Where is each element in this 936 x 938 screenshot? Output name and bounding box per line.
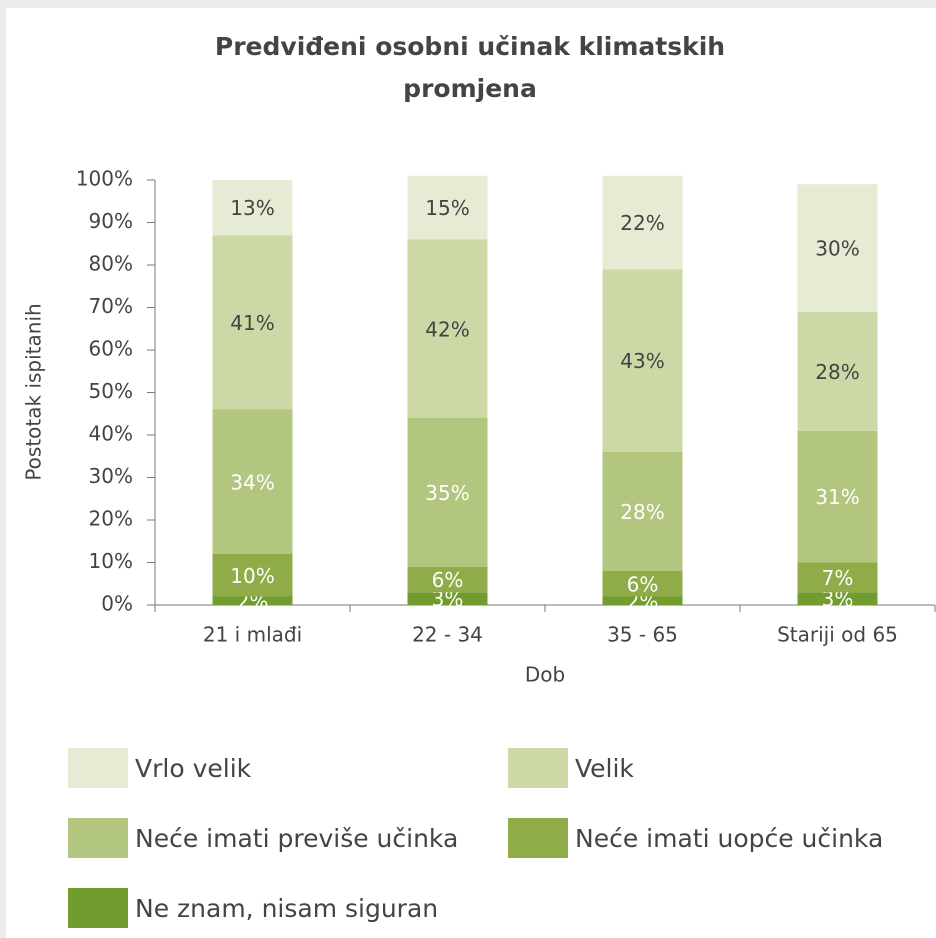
y-tick-label: 10% (89, 549, 133, 573)
y-tick-label: 100% (76, 167, 133, 191)
chart-title: Predviđeni osobni učinak klimatskih prom… (214, 32, 726, 103)
y-tick-label: 20% (89, 507, 133, 531)
legend-swatch (68, 888, 128, 928)
value-label: 30% (815, 237, 859, 261)
legend-swatch (68, 748, 128, 788)
legend-label: Velik (575, 754, 634, 783)
bar-segment (212, 180, 293, 236)
y-tick-label: 80% (89, 252, 133, 276)
bar-segment (407, 239, 488, 418)
bar-segment (602, 452, 683, 571)
x-tick-label: Stariji od 65 (777, 623, 898, 647)
legend-swatch (508, 748, 568, 788)
value-label: 43% (620, 349, 664, 373)
value-label: 22% (620, 211, 664, 235)
value-label: 35% (425, 481, 469, 505)
y-tick-label: 60% (89, 337, 133, 361)
legend-label: Vrlo velik (135, 754, 252, 783)
value-label: 31% (815, 485, 859, 509)
bar-segment (797, 184, 878, 312)
bar-segment (407, 592, 488, 605)
x-axis-label: Dob (525, 663, 565, 687)
value-label: 10% (230, 564, 274, 588)
y-tick-label: 90% (89, 209, 133, 233)
bar-segment (407, 418, 488, 567)
legend-swatch (68, 818, 128, 858)
bar-segment (797, 430, 878, 563)
legend-label: Neće imati previše učinka (135, 824, 458, 853)
bar-segment (797, 592, 878, 605)
bar-segment (797, 311, 878, 431)
x-tick-label: 35 - 65 (607, 623, 678, 647)
value-label: 28% (815, 360, 859, 384)
legend-swatch (508, 818, 568, 858)
value-label: 15% (425, 196, 469, 220)
bar-segment (602, 596, 683, 605)
y-tick-label: 30% (89, 464, 133, 488)
bar-segment (797, 562, 878, 593)
value-label: 41% (230, 311, 274, 335)
value-label: 6% (432, 568, 464, 592)
y-tick-label: 70% (89, 294, 133, 318)
value-label: 13% (230, 196, 274, 220)
value-label: 42% (425, 317, 469, 341)
bar-segment (212, 554, 293, 597)
bar-segment (602, 175, 683, 270)
bar-segment (212, 596, 293, 605)
bar-segment (407, 566, 488, 593)
bar-segment (212, 409, 293, 554)
legend-label: Neće imati uopće učinka (575, 824, 883, 853)
x-tick-label: 22 - 34 (412, 623, 483, 647)
y-axis-label: Postotak ispitanih (22, 303, 46, 480)
bar-segment (602, 269, 683, 452)
x-tick-label: 21 i mlađi (203, 623, 302, 647)
legend-label: Ne znam, nisam siguran (135, 894, 438, 923)
value-label: 28% (620, 500, 664, 524)
value-label: 7% (822, 566, 854, 590)
value-label: 34% (230, 470, 274, 494)
bar-segment (602, 571, 683, 597)
y-tick-label: 50% (89, 379, 133, 403)
bar-segment (212, 235, 293, 410)
y-tick-label: 0% (101, 592, 133, 616)
value-label: 6% (627, 572, 659, 596)
y-tick-label: 40% (89, 422, 133, 446)
bar-segment (407, 175, 488, 240)
